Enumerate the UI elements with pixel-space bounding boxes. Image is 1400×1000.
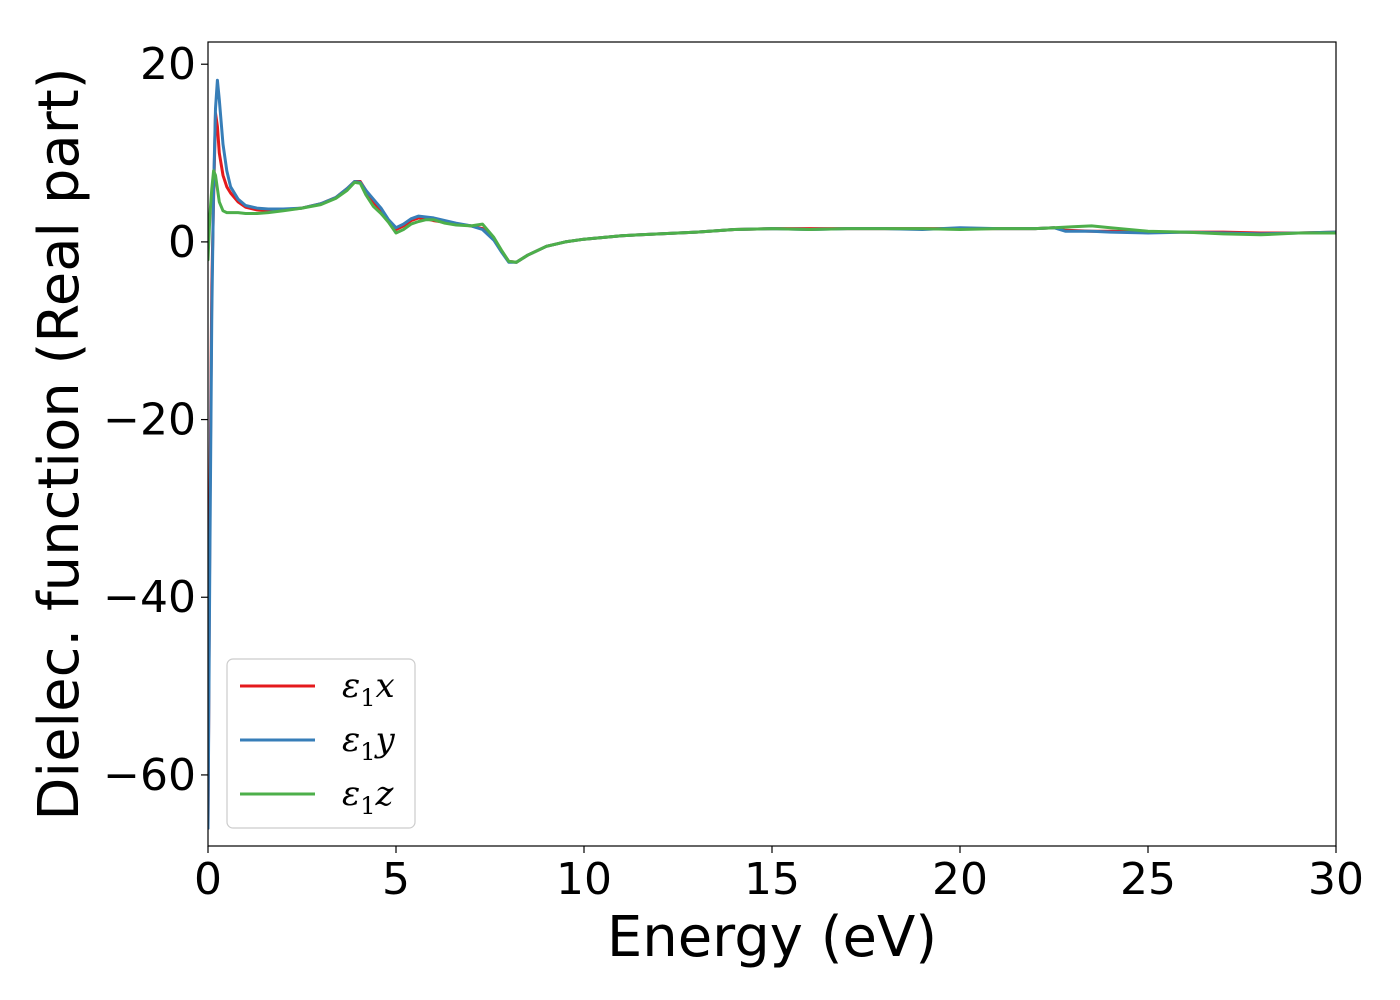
x-tick-label: 10 (556, 854, 612, 905)
y-axis-ticks: −60 −40 −20 0 20 (103, 39, 208, 801)
y-tick-label: −40 (103, 572, 196, 623)
y-axis-label: Dielec. function (Real part) (27, 67, 92, 820)
y-tick-label: 0 (168, 217, 196, 268)
x-tick-label: 25 (1120, 854, 1176, 905)
legend-label: ε1y (342, 720, 396, 766)
x-tick-label: 20 (932, 854, 988, 905)
y-tick-label: 20 (140, 39, 196, 90)
x-tick-label: 5 (382, 854, 410, 905)
series-line (208, 169, 1336, 264)
legend: ε1x ε1y ε1z (226, 658, 416, 829)
legend-box (226, 658, 416, 829)
x-axis-label: Energy (eV) (607, 905, 937, 970)
legend-label: ε1z (342, 774, 395, 820)
plot-frame (207, 41, 1337, 847)
legend-label: ε1x (342, 666, 395, 712)
y-tick-label: −60 (103, 750, 196, 801)
x-tick-label: 15 (744, 854, 800, 905)
y-tick-label: −20 (103, 395, 196, 446)
plot-area (208, 78, 1336, 830)
x-tick-label: 0 (194, 854, 222, 905)
x-tick-label: 30 (1308, 854, 1364, 905)
x-axis-ticks: 0 5 10 15 20 25 30 (194, 846, 1364, 905)
